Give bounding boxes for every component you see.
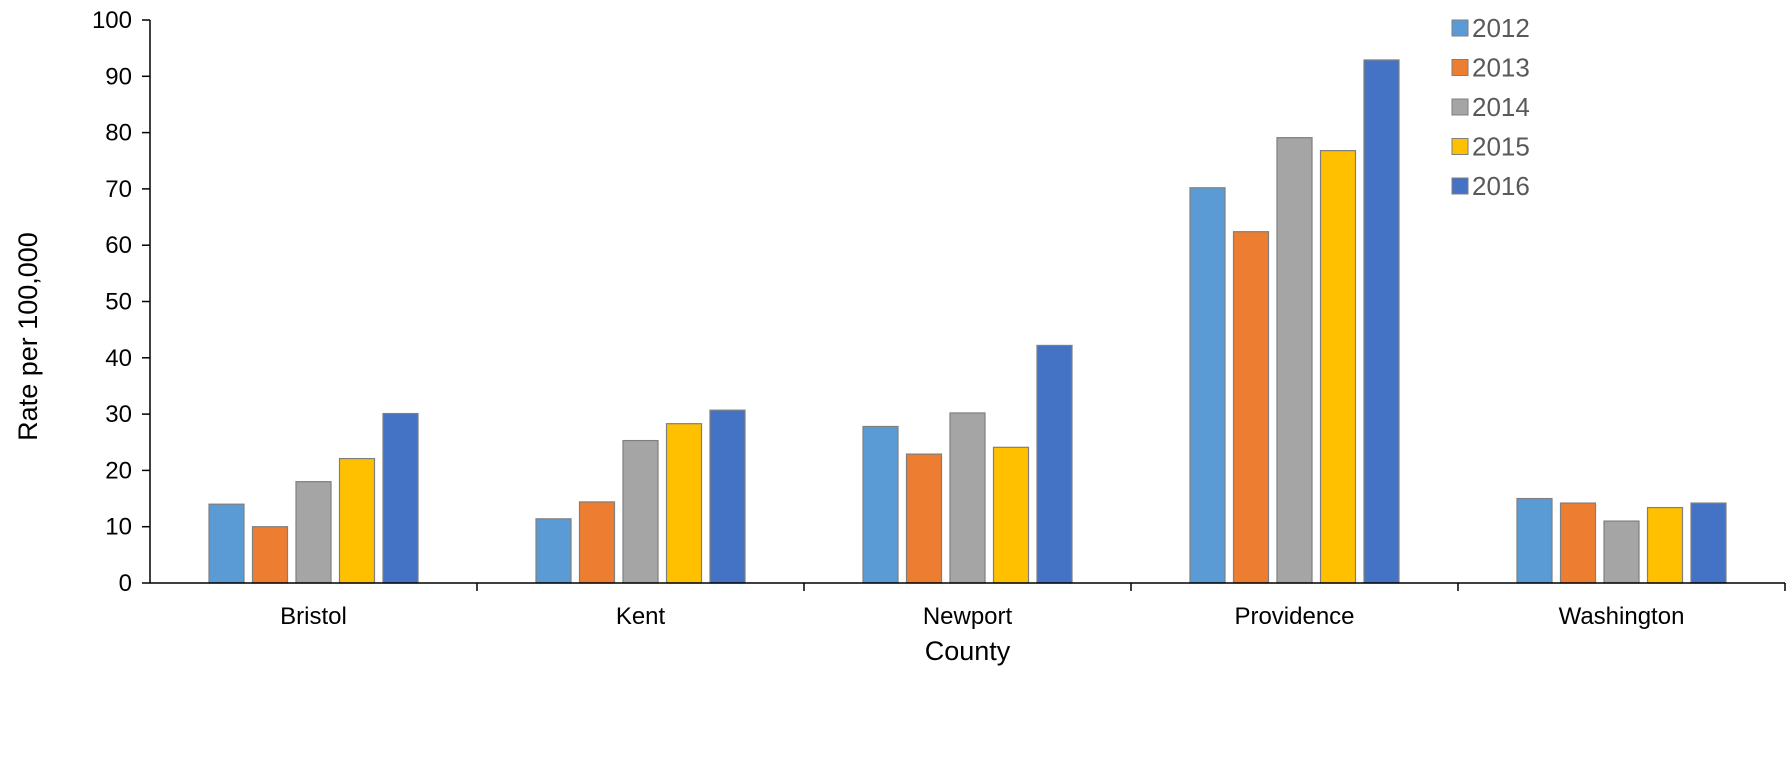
bar-washington-2012 (1516, 497, 1553, 584)
legend-label-2012: 2012 (1472, 13, 1530, 43)
legend: 2012 2013 2014 2015 2016 (1451, 13, 1530, 201)
legend-label-2016: 2016 (1472, 171, 1530, 201)
x-tick-label: Kent (616, 603, 666, 630)
y-tick-label: 90 (105, 63, 132, 90)
bar-bristol-2013 (251, 526, 289, 584)
y-tick-label: 100 (92, 7, 132, 34)
bar-providence-2013 (1232, 231, 1270, 584)
bar-bristol-2015 (338, 457, 376, 584)
bar-newport-2016 (1036, 344, 1073, 584)
y-tick-label: 50 (105, 289, 132, 316)
legend-label-2013: 2013 (1472, 53, 1530, 83)
bar-bristol-2012 (208, 503, 245, 584)
x-tick-label: Washington (1559, 603, 1685, 630)
y-axis-ticks: 0 10 20 30 40 50 60 70 80 90 100 (92, 7, 150, 597)
x-axis-title: County (925, 636, 1011, 666)
bar-kent-2014 (622, 439, 659, 584)
y-axis-title: Rate per 100,000 (13, 232, 43, 441)
bar-providence-2016 (1363, 59, 1400, 584)
bar-providence-2015 (1319, 150, 1357, 584)
legend-swatch-2012 (1451, 19, 1469, 37)
bar-bristol-2014 (295, 481, 332, 584)
legend-swatch-2015 (1451, 138, 1469, 155)
bar-newport-2015 (992, 446, 1030, 584)
bar-kent-2013 (578, 501, 616, 584)
y-tick-label: 0 (119, 570, 132, 597)
y-tick-label: 20 (105, 457, 132, 484)
bar-providence-2012 (1189, 187, 1226, 584)
y-tick-label: 30 (105, 401, 132, 428)
legend-label-2015: 2015 (1472, 132, 1530, 162)
bar-washington-2015 (1646, 506, 1684, 584)
x-tick-label: Providence (1234, 603, 1354, 630)
bar-washington-2016 (1690, 502, 1727, 584)
bar-newport-2014 (949, 412, 986, 584)
bar-newport-2012 (862, 425, 899, 584)
x-tick-label: Newport (923, 603, 1013, 630)
legend-label-2014: 2014 (1472, 92, 1530, 122)
legend-swatch-2014 (1451, 98, 1469, 116)
x-tick-label: Bristol (280, 603, 347, 630)
bar-providence-2014 (1276, 137, 1313, 584)
bar-kent-2016 (709, 409, 746, 584)
y-tick-label: 40 (105, 345, 132, 372)
bar-kent-2015 (665, 423, 703, 584)
bar-kent-2012 (535, 518, 572, 584)
bar-newport-2013 (905, 453, 943, 584)
bars (208, 59, 1727, 584)
y-tick-label: 80 (105, 120, 132, 147)
y-tick-label: 10 (105, 514, 132, 541)
bar-washington-2013 (1559, 502, 1597, 584)
y-tick-label: 60 (105, 232, 132, 259)
legend-swatch-2016 (1451, 177, 1469, 195)
y-tick-label: 70 (105, 176, 132, 203)
x-axis-category-labels: Bristol Kent Newport Providence Washington (280, 583, 1786, 630)
legend-swatch-2013 (1451, 59, 1469, 76)
bar-bristol-2016 (382, 412, 419, 584)
bar-washington-2014 (1603, 520, 1640, 584)
